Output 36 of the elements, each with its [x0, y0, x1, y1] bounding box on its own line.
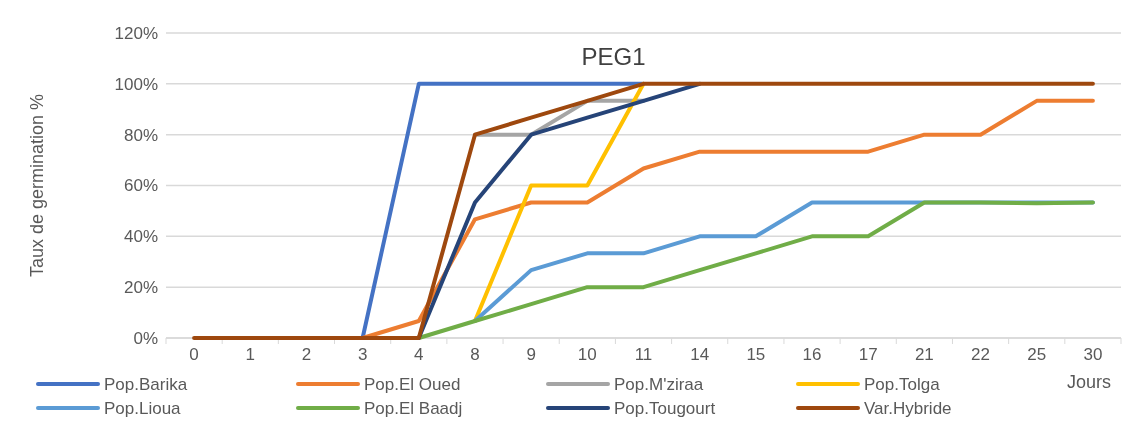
- x-tick-label: 16: [802, 345, 822, 364]
- legend-label: Var.Hybride: [864, 398, 952, 418]
- x-tick-label: 21: [914, 345, 934, 364]
- x-tick-label: 22: [971, 345, 991, 364]
- legend-label: Pop.Barika: [104, 374, 188, 394]
- x-tick-label: 0: [189, 345, 199, 364]
- legend-label: Pop.El Baadj: [364, 398, 463, 418]
- y-tick-label: 80%: [123, 125, 158, 145]
- x-axis-title: Jours: [1066, 372, 1111, 392]
- x-tick-label: 17: [858, 345, 878, 364]
- x-tick-label: 3: [357, 345, 368, 364]
- x-tick-label: 15: [746, 345, 766, 364]
- chart-title: PEG1: [581, 43, 646, 70]
- x-tick-label: 2: [301, 345, 312, 364]
- legend-label: Pop.Tougourt: [614, 398, 716, 418]
- x-tick-label: 11: [634, 345, 653, 364]
- x-tick-label: 14: [690, 345, 710, 364]
- y-tick-label: 100%: [114, 74, 158, 94]
- x-tick-label: 10: [577, 345, 597, 364]
- y-tick-label: 120%: [114, 23, 158, 43]
- y-tick-label: 40%: [123, 227, 158, 247]
- legend-label: Pop.El Oued: [364, 374, 461, 394]
- x-tick-label: 1: [245, 345, 255, 364]
- legend-label: Pop.Tolga: [864, 374, 941, 394]
- x-tick-label: 8: [470, 345, 480, 364]
- line-series: [192, 81, 1095, 340]
- x-tick-label: 25: [1027, 345, 1047, 364]
- y-axis-title: Taux de germination %: [27, 93, 47, 278]
- y-tick-label: 0%: [133, 328, 158, 348]
- y-tick-label: 60%: [123, 176, 158, 196]
- x-tick-label: 30: [1083, 345, 1103, 364]
- x-tick-label: 9: [526, 345, 536, 364]
- y-tick-label: 20%: [123, 278, 158, 298]
- legend-label: Pop.M'ziraa: [614, 374, 704, 394]
- x-tick-label: 4: [414, 345, 424, 364]
- legend-label: Pop.Lioua: [104, 398, 182, 418]
